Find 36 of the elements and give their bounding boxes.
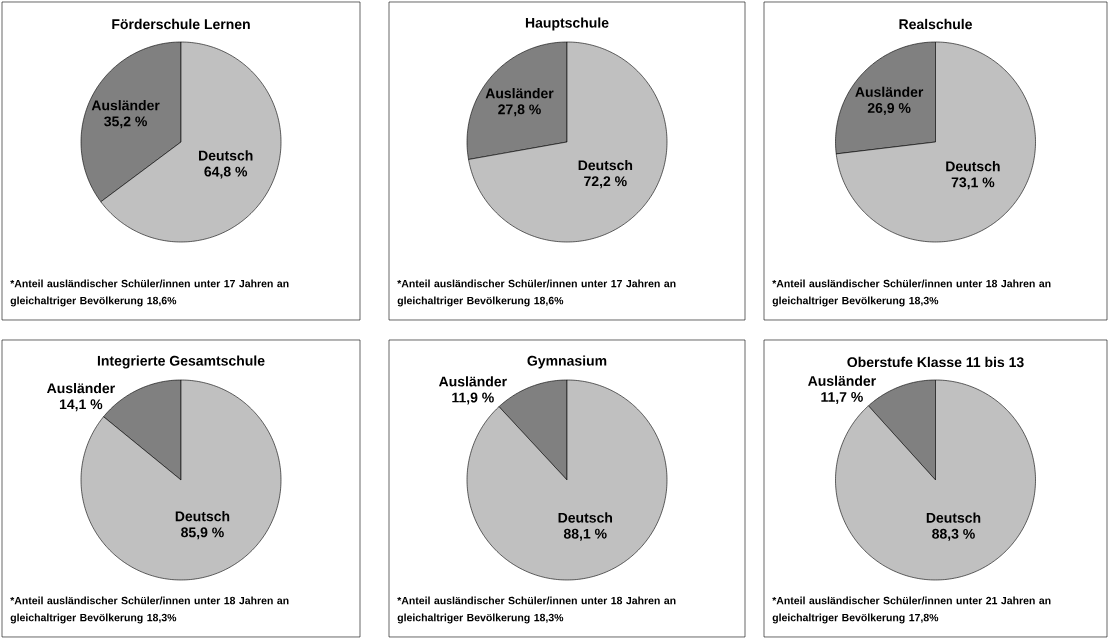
slice-label: Deutsch xyxy=(926,512,981,523)
data-label: 35,2 % xyxy=(104,116,147,129)
data-label: 11,7 % xyxy=(821,392,863,404)
chart-title: Hauptschule xyxy=(525,17,609,31)
data-label: 72,2 % xyxy=(584,176,627,189)
slice-label: Ausländer xyxy=(438,376,507,387)
text: *Anteil ausländischer Schüler/innen unter 18 Jahren an gleichaltriger Bevölkerung 18,3% xyxy=(772,279,1051,307)
slice-label: Deutsch xyxy=(558,512,613,523)
slice-label: Deutsch xyxy=(175,511,230,522)
data-label: 14,1 % xyxy=(59,399,103,412)
chart-title: Integrierte Gesamtschule xyxy=(97,355,265,369)
data-label: 26,9 % xyxy=(867,103,911,115)
data-label: 88,3 % xyxy=(932,528,975,541)
chart-title: Oberstufe Klasse 11 bis 13 xyxy=(847,356,1024,368)
data-label: 27,8 % xyxy=(498,104,541,117)
chart-title: Gymnasium xyxy=(527,355,607,369)
text: *Anteil ausländischer Schüler/innen unter 21 Jahren an gleichaltriger Bevölkerung 17,8% xyxy=(772,596,1051,624)
slice-label: Ausländer xyxy=(485,88,554,99)
data-label: 85,9 % xyxy=(181,527,224,540)
chart-title: Förderschule Lernen xyxy=(112,18,250,30)
slice-label: Deutsch xyxy=(578,159,633,171)
data-label: 73,1 % xyxy=(951,177,995,190)
text: *Anteil ausländischer Schüler/innen unter 17 Jahren an gleichaltriger Bevölkerung 18,6% xyxy=(10,279,289,307)
slice-label: Ausländer xyxy=(855,86,924,97)
slice-label: Ausländer xyxy=(46,382,115,394)
slice-label: Ausländer xyxy=(808,375,876,386)
text: *Anteil ausländischer Schüler/innen unter 17 Jahren an gleichaltriger Bevölkerung 18,6% xyxy=(397,279,676,307)
data-label: 11,9 % xyxy=(452,392,494,405)
data-label: 64,8 % xyxy=(204,166,248,179)
text: *Anteil ausländischer Schüler/innen unter 18 Jahren an gleichaltriger Bevölkerung 18,3% xyxy=(397,596,676,624)
slice-label: Deutsch xyxy=(946,161,1000,172)
text: *Anteil ausländischer Schüler/innen unter 18 Jahren an gleichaltriger Bevölkerung 18,3% xyxy=(10,596,289,624)
chart-title: Realschule xyxy=(899,18,972,30)
slice-label: Deutsch xyxy=(199,150,253,161)
data-label: 88,1 % xyxy=(563,528,607,541)
slice-label: Ausländer xyxy=(91,100,160,111)
